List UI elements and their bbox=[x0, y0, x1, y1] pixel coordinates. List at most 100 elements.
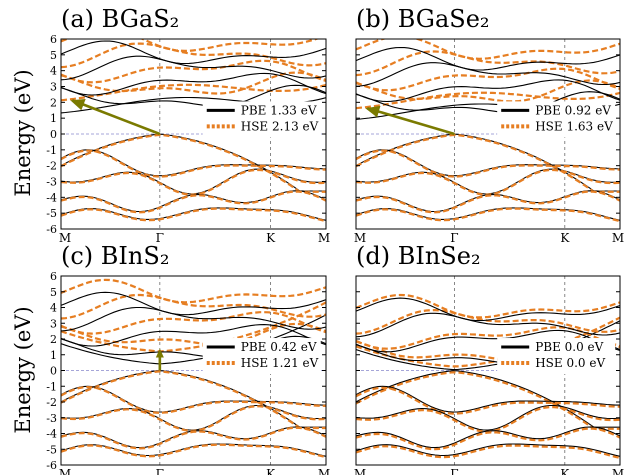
band-panel-1: (b) BGaSe₂ M Γ K M PBE 0.92 eV HSE 1.63 eV bbox=[354, 5, 624, 245]
hse-band-7 bbox=[61, 59, 326, 84]
x-tick-label-Γ: Γ bbox=[450, 231, 458, 245]
legend-entry-pbe: PBE 0.92 eV bbox=[535, 103, 611, 117]
legend-entry-pbe: PBE 0.0 eV bbox=[535, 340, 603, 354]
y-tick-label: 0 bbox=[50, 365, 57, 378]
y-tick-label: -2 bbox=[46, 160, 57, 173]
y-tick-label: 5 bbox=[50, 49, 57, 62]
y-tick-label: -1 bbox=[46, 380, 57, 393]
hse-band-6 bbox=[61, 322, 326, 346]
x-tick-label-Γ: Γ bbox=[156, 467, 164, 475]
x-tick-label-M: M bbox=[354, 231, 366, 245]
pbe-band-5 bbox=[61, 314, 326, 365]
pbe-band-0 bbox=[61, 133, 326, 192]
hse-band-0 bbox=[356, 371, 620, 430]
pbe-band-0 bbox=[61, 370, 326, 428]
hse-band-4 bbox=[356, 444, 620, 459]
y-axis-label-top: Energy (eV) bbox=[11, 69, 35, 196]
pbe-band-6 bbox=[356, 91, 620, 114]
legend-box bbox=[202, 101, 321, 138]
hse-band-9 bbox=[356, 39, 620, 60]
legend-entry-pbe: PBE 0.42 eV bbox=[241, 340, 317, 354]
hse-band-7 bbox=[356, 326, 620, 350]
hse-band-8 bbox=[61, 42, 326, 69]
pbe-band-4 bbox=[356, 443, 620, 457]
hse-band-9 bbox=[61, 278, 326, 304]
x-tick-label-Γ: Γ bbox=[450, 467, 458, 475]
hse-band-3 bbox=[356, 190, 620, 214]
hse-band-5 bbox=[356, 91, 620, 110]
y-tick-label: -6 bbox=[46, 223, 57, 236]
pbe-band-0 bbox=[356, 370, 620, 428]
legend-box bbox=[497, 338, 616, 375]
pbe-band-2 bbox=[356, 404, 620, 431]
x-tick-label-K: K bbox=[266, 231, 276, 245]
y-tick-label: 3 bbox=[50, 317, 57, 330]
y-tick-label: -4 bbox=[46, 191, 57, 204]
panel-title: (d) BInSe₂ bbox=[356, 242, 481, 270]
hse-band-4 bbox=[61, 443, 326, 459]
band-panel-0: (a) BGaS₂ -6 -5 -4 -3 -2 -1 0 1 2 3 4 5 6 M Γ K M PBE 1.33… bbox=[46, 5, 330, 245]
pbe-band-7 bbox=[356, 329, 620, 353]
x-tick-label-M: M bbox=[59, 231, 71, 245]
y-tick-label: -3 bbox=[46, 412, 57, 425]
plot-area bbox=[61, 276, 326, 465]
y-axis-label-bottom: Energy (eV) bbox=[11, 306, 35, 433]
hse-band-3 bbox=[61, 190, 326, 214]
panel-title: (b) BGaSe₂ bbox=[356, 5, 490, 33]
legend-entry-hse: HSE 0.0 eV bbox=[535, 356, 605, 370]
pbe-band-8 bbox=[61, 55, 326, 81]
x-tick-label-M: M bbox=[318, 231, 330, 245]
hse-band-1 bbox=[61, 149, 326, 178]
pbe-band-6 bbox=[61, 84, 326, 107]
hse-band-9 bbox=[356, 293, 620, 319]
y-tick-label: 0 bbox=[50, 128, 57, 141]
x-tick-label-K: K bbox=[266, 467, 276, 475]
y-tick-label: 2 bbox=[50, 333, 57, 346]
hse-band-0 bbox=[61, 133, 326, 193]
pbe-band-8 bbox=[356, 312, 620, 338]
hse-band-4 bbox=[356, 207, 620, 223]
hse-band-1 bbox=[356, 149, 620, 178]
x-tick-label-M: M bbox=[59, 467, 71, 475]
y-tick-label: -2 bbox=[46, 396, 57, 409]
x-tick-label-K: K bbox=[560, 467, 570, 475]
pbe-band-8 bbox=[61, 306, 326, 332]
panel-title: (c) BInS₂ bbox=[61, 242, 169, 270]
y-tick-label: 2 bbox=[50, 96, 57, 109]
hse-band-6 bbox=[61, 71, 326, 95]
hse-band-1 bbox=[61, 385, 326, 414]
gap-arrow bbox=[71, 99, 161, 136]
band-panel-3: (d) BInSe₂ M Γ K M PBE 0.0 eV HSE 0.0 eV bbox=[354, 242, 624, 475]
y-tick-label: -5 bbox=[46, 443, 57, 456]
pbe-band-7 bbox=[61, 72, 326, 96]
x-tick-label-M: M bbox=[612, 231, 624, 245]
y-tick-label: 6 bbox=[50, 270, 57, 283]
plot-area bbox=[61, 39, 326, 229]
gap-arrow-head bbox=[70, 98, 86, 111]
hse-band-0 bbox=[356, 133, 620, 193]
y-tick-label: 6 bbox=[50, 33, 57, 46]
x-tick-label-Γ: Γ bbox=[156, 231, 164, 245]
y-tick-label: 1 bbox=[50, 112, 57, 125]
hse-band-8 bbox=[61, 293, 326, 320]
y-tick-label: 1 bbox=[50, 349, 57, 362]
hse-band-1 bbox=[356, 386, 620, 415]
hse-band-4 bbox=[61, 207, 326, 223]
y-tick-label: -1 bbox=[46, 144, 57, 157]
x-tick-label-M: M bbox=[354, 467, 366, 475]
legend-entry-hse: HSE 2.13 eV bbox=[241, 119, 319, 133]
x-tick-label-K: K bbox=[560, 231, 570, 245]
hse-band-3 bbox=[356, 427, 620, 451]
plot-area bbox=[356, 39, 620, 229]
hse-band-9 bbox=[61, 39, 320, 53]
gap-arrow-head bbox=[365, 105, 381, 118]
y-tick-label: 5 bbox=[50, 286, 57, 299]
pbe-band-7 bbox=[356, 79, 620, 103]
band-panel-2: (c) BInS₂ -6 -5 -4 -3 -2 -1 0 1 2 3 4 5 6 M Γ K M PBE 0.42… bbox=[46, 242, 330, 475]
y-tick-label: -6 bbox=[46, 459, 57, 472]
pbe-band-9 bbox=[356, 297, 620, 322]
pbe-band-3 bbox=[356, 426, 620, 449]
legend-box bbox=[497, 101, 616, 138]
gap-arrow bbox=[366, 106, 455, 136]
